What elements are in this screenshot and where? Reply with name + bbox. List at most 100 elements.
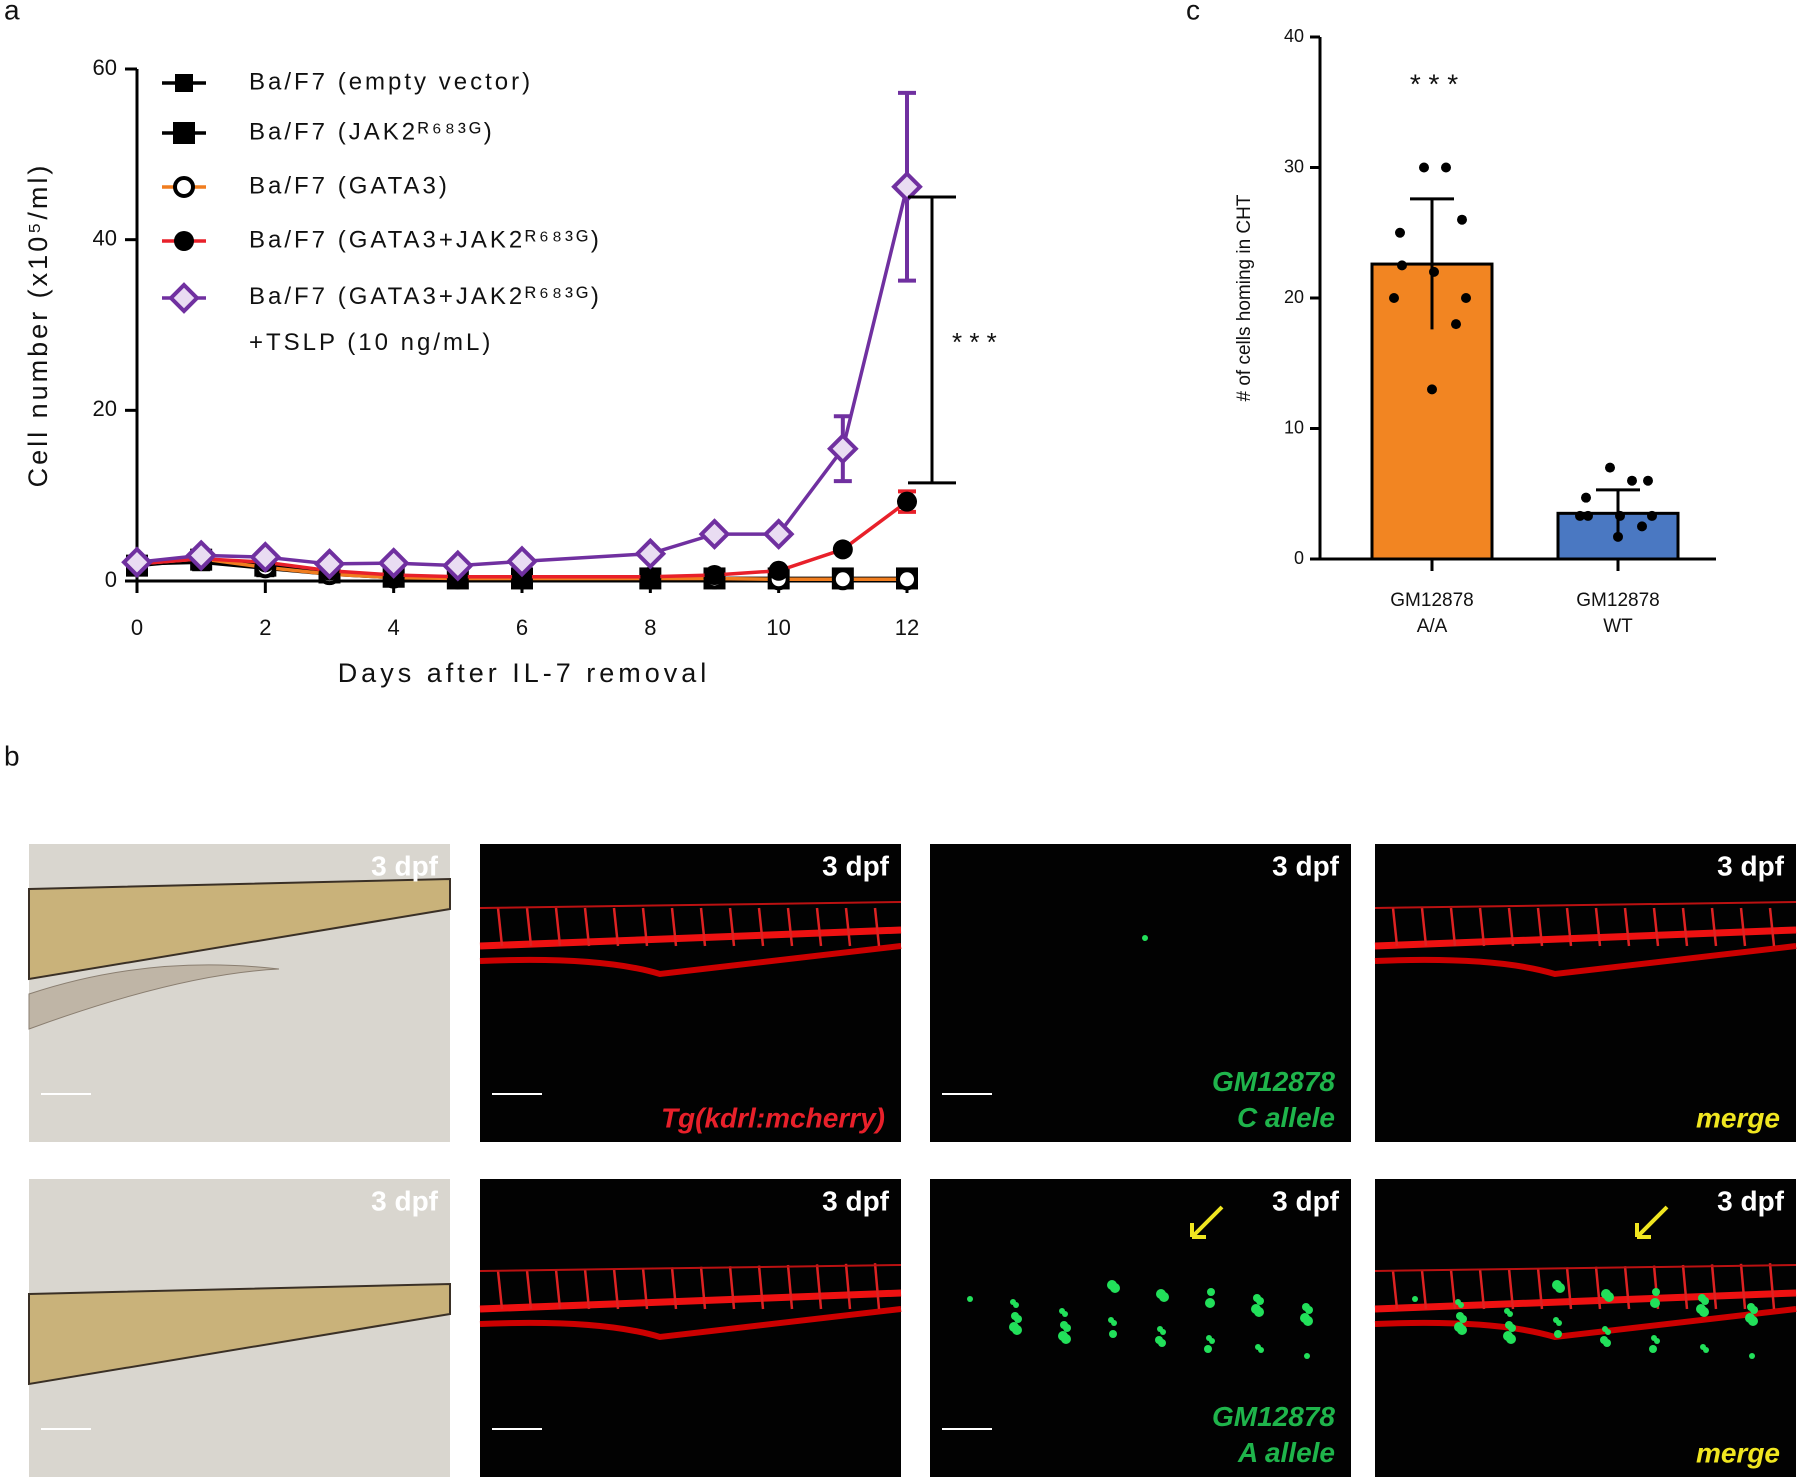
significance-bracket xyxy=(908,195,956,485)
cell xyxy=(1454,1322,1464,1332)
cell xyxy=(1060,1321,1068,1329)
data-point xyxy=(1583,510,1593,521)
channel-label: merge xyxy=(1696,1102,1780,1133)
channel-label: GM12878 A allele xyxy=(1212,1401,1335,1468)
micrograph: 3 dpf xyxy=(479,1179,902,1477)
x-axis-label: Days after IL-7 removal xyxy=(338,658,711,688)
x-tick-label: 12 xyxy=(895,615,919,640)
x-tick-label: 0 xyxy=(131,615,143,640)
marker xyxy=(506,545,538,578)
vessel xyxy=(1565,1267,1573,1310)
background xyxy=(480,844,901,1142)
vessel xyxy=(670,1267,678,1310)
cell xyxy=(1157,1326,1163,1332)
cell xyxy=(1142,935,1148,941)
legend-label: Ba/F7 (GATA3) xyxy=(249,172,450,199)
arrow xyxy=(1635,1205,1669,1239)
cell xyxy=(1456,1312,1464,1320)
vessel xyxy=(1623,907,1631,947)
vessel xyxy=(612,907,620,947)
cell xyxy=(967,1296,973,1302)
data-point xyxy=(1615,510,1625,521)
fish-body xyxy=(28,1282,451,1386)
background xyxy=(480,1179,901,1477)
cell xyxy=(1745,1313,1755,1323)
cell xyxy=(1155,1336,1163,1344)
cell xyxy=(1649,1345,1657,1353)
vessel xyxy=(670,907,678,947)
vessel xyxy=(1739,907,1747,947)
vessel xyxy=(1768,1263,1776,1310)
vessel xyxy=(479,943,902,978)
cell xyxy=(1109,1330,1117,1338)
marker xyxy=(313,548,346,580)
marker xyxy=(634,537,667,570)
vessel xyxy=(641,1267,649,1310)
cell xyxy=(1010,1299,1016,1305)
vessel xyxy=(1623,1266,1631,1310)
vessel xyxy=(1739,1263,1747,1310)
vessel xyxy=(525,907,533,947)
x-tick-label: GM12878 A/A xyxy=(1390,590,1473,637)
vessel xyxy=(873,907,881,947)
vessel xyxy=(1449,907,1457,947)
time-stamp: 3 dpf xyxy=(822,1185,890,1216)
vessel xyxy=(1507,1268,1515,1310)
cell xyxy=(1251,1304,1261,1314)
cell xyxy=(1107,1280,1117,1290)
fin xyxy=(28,964,280,1030)
cell xyxy=(1059,1308,1065,1314)
data-point xyxy=(1419,162,1429,173)
vessel xyxy=(873,1263,881,1310)
vessel xyxy=(496,907,504,947)
cell xyxy=(1553,1317,1559,1323)
micrograph: 3 dpf xyxy=(28,1179,451,1477)
cell xyxy=(1205,1298,1215,1308)
channel-label: Tg(kdrl:mcherry) xyxy=(661,1102,885,1133)
vessel xyxy=(479,1306,902,1341)
vessel xyxy=(844,1263,852,1310)
data-point xyxy=(1451,319,1461,330)
vessel xyxy=(728,907,736,947)
vessel xyxy=(1478,907,1486,947)
vessel xyxy=(1374,1289,1797,1313)
y-tick-label: 60 xyxy=(93,55,117,80)
vessel xyxy=(1536,907,1544,947)
time-stamp: 3 dpf xyxy=(1272,850,1340,881)
vessel xyxy=(554,1269,562,1310)
marker xyxy=(831,568,854,591)
vessel xyxy=(815,1264,823,1310)
micrograph: 3 dpf xyxy=(28,844,451,1142)
vessel xyxy=(1768,907,1776,947)
vessel xyxy=(786,1264,794,1310)
vessel xyxy=(1536,1267,1544,1310)
cell xyxy=(1058,1331,1068,1341)
vessel xyxy=(1420,907,1428,947)
vessel xyxy=(699,1266,707,1310)
cell xyxy=(1207,1288,1215,1296)
cell xyxy=(1009,1322,1019,1332)
time-stamp: 3 dpf xyxy=(1272,1185,1340,1216)
marker xyxy=(762,518,795,550)
cell xyxy=(1601,1289,1611,1299)
x-tick-label: 8 xyxy=(644,615,656,640)
cell xyxy=(1650,1298,1660,1308)
data-point xyxy=(1427,384,1437,395)
legend-marker xyxy=(173,176,195,198)
y-tick-label: 40 xyxy=(93,225,117,250)
significance-label: * * * xyxy=(952,327,997,357)
vessel xyxy=(1374,1306,1797,1341)
vessel xyxy=(479,901,902,909)
legend-marker xyxy=(168,282,200,314)
cell xyxy=(1600,1336,1608,1344)
vessel xyxy=(1374,926,1797,950)
marker xyxy=(121,546,153,579)
vessel xyxy=(1420,1270,1428,1310)
legend-marker xyxy=(173,122,195,144)
fish-body xyxy=(28,877,451,981)
micrograph: 3 dpf GM12878 A allele xyxy=(930,1179,1351,1477)
panel-label: a xyxy=(4,0,20,25)
vessel xyxy=(479,1264,902,1272)
data-point xyxy=(1395,227,1405,238)
vessel xyxy=(815,907,823,947)
